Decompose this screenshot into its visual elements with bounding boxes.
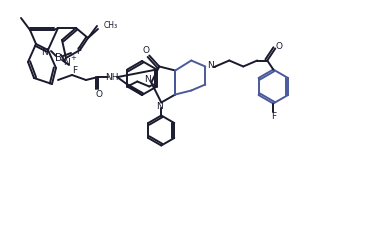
Text: N: N bbox=[42, 48, 48, 56]
Text: O: O bbox=[276, 42, 283, 51]
Text: F: F bbox=[271, 112, 276, 121]
Text: N: N bbox=[63, 58, 70, 66]
Text: N: N bbox=[144, 75, 151, 84]
Text: CH₃: CH₃ bbox=[104, 21, 118, 29]
Text: B: B bbox=[55, 53, 63, 63]
Text: O: O bbox=[95, 89, 102, 98]
Text: O: O bbox=[143, 46, 150, 55]
Text: NH: NH bbox=[105, 72, 119, 81]
Text: +: + bbox=[70, 55, 76, 61]
Text: F: F bbox=[72, 65, 78, 75]
Text: F: F bbox=[76, 47, 82, 55]
Text: N: N bbox=[207, 61, 214, 70]
Text: N: N bbox=[156, 102, 162, 111]
